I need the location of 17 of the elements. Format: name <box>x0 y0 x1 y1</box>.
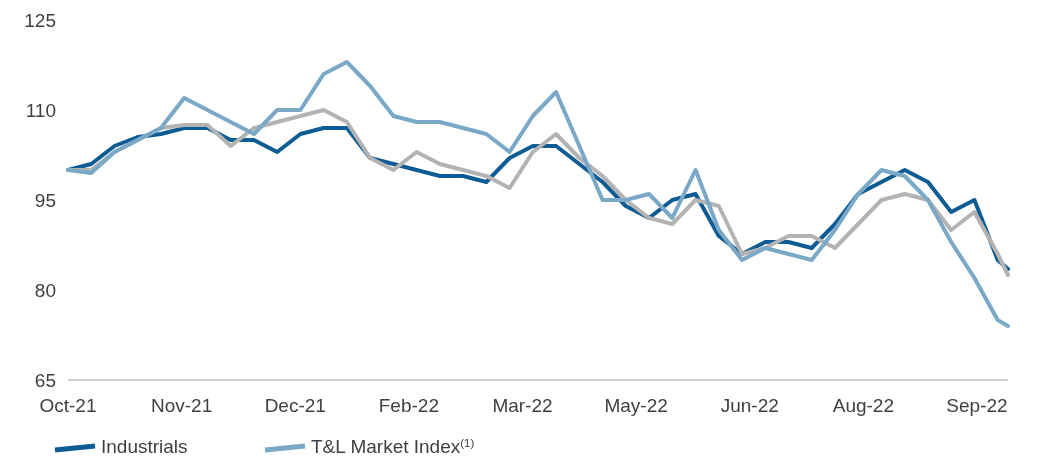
x-tick-label: Mar-22 <box>492 395 553 416</box>
y-tick-label: 65 <box>34 369 56 391</box>
line-series <box>66 60 1010 328</box>
y-tick-label: 110 <box>25 99 56 121</box>
x-tick-label: May-22 <box>604 395 668 416</box>
x-tick-label: Aug-22 <box>832 395 895 416</box>
x-tick-label: Oct-21 <box>39 395 97 416</box>
legend-label: T&L Market Index$^{(1)}$ <box>311 435 475 457</box>
y-tick-label: 95 <box>34 189 56 211</box>
legend-label: Industrials <box>101 435 188 457</box>
y-tick-label: 80 <box>34 279 56 301</box>
x-tick-label: Dec-21 <box>264 395 326 416</box>
x-tick-label: Feb-22 <box>378 395 439 416</box>
x-tick-label: Nov-21 <box>151 395 213 416</box>
x-tick-label: Sep-22 <box>946 395 1008 416</box>
y-tick-label: 125 <box>24 9 56 31</box>
x-tick-label: Jun-22 <box>720 395 779 416</box>
